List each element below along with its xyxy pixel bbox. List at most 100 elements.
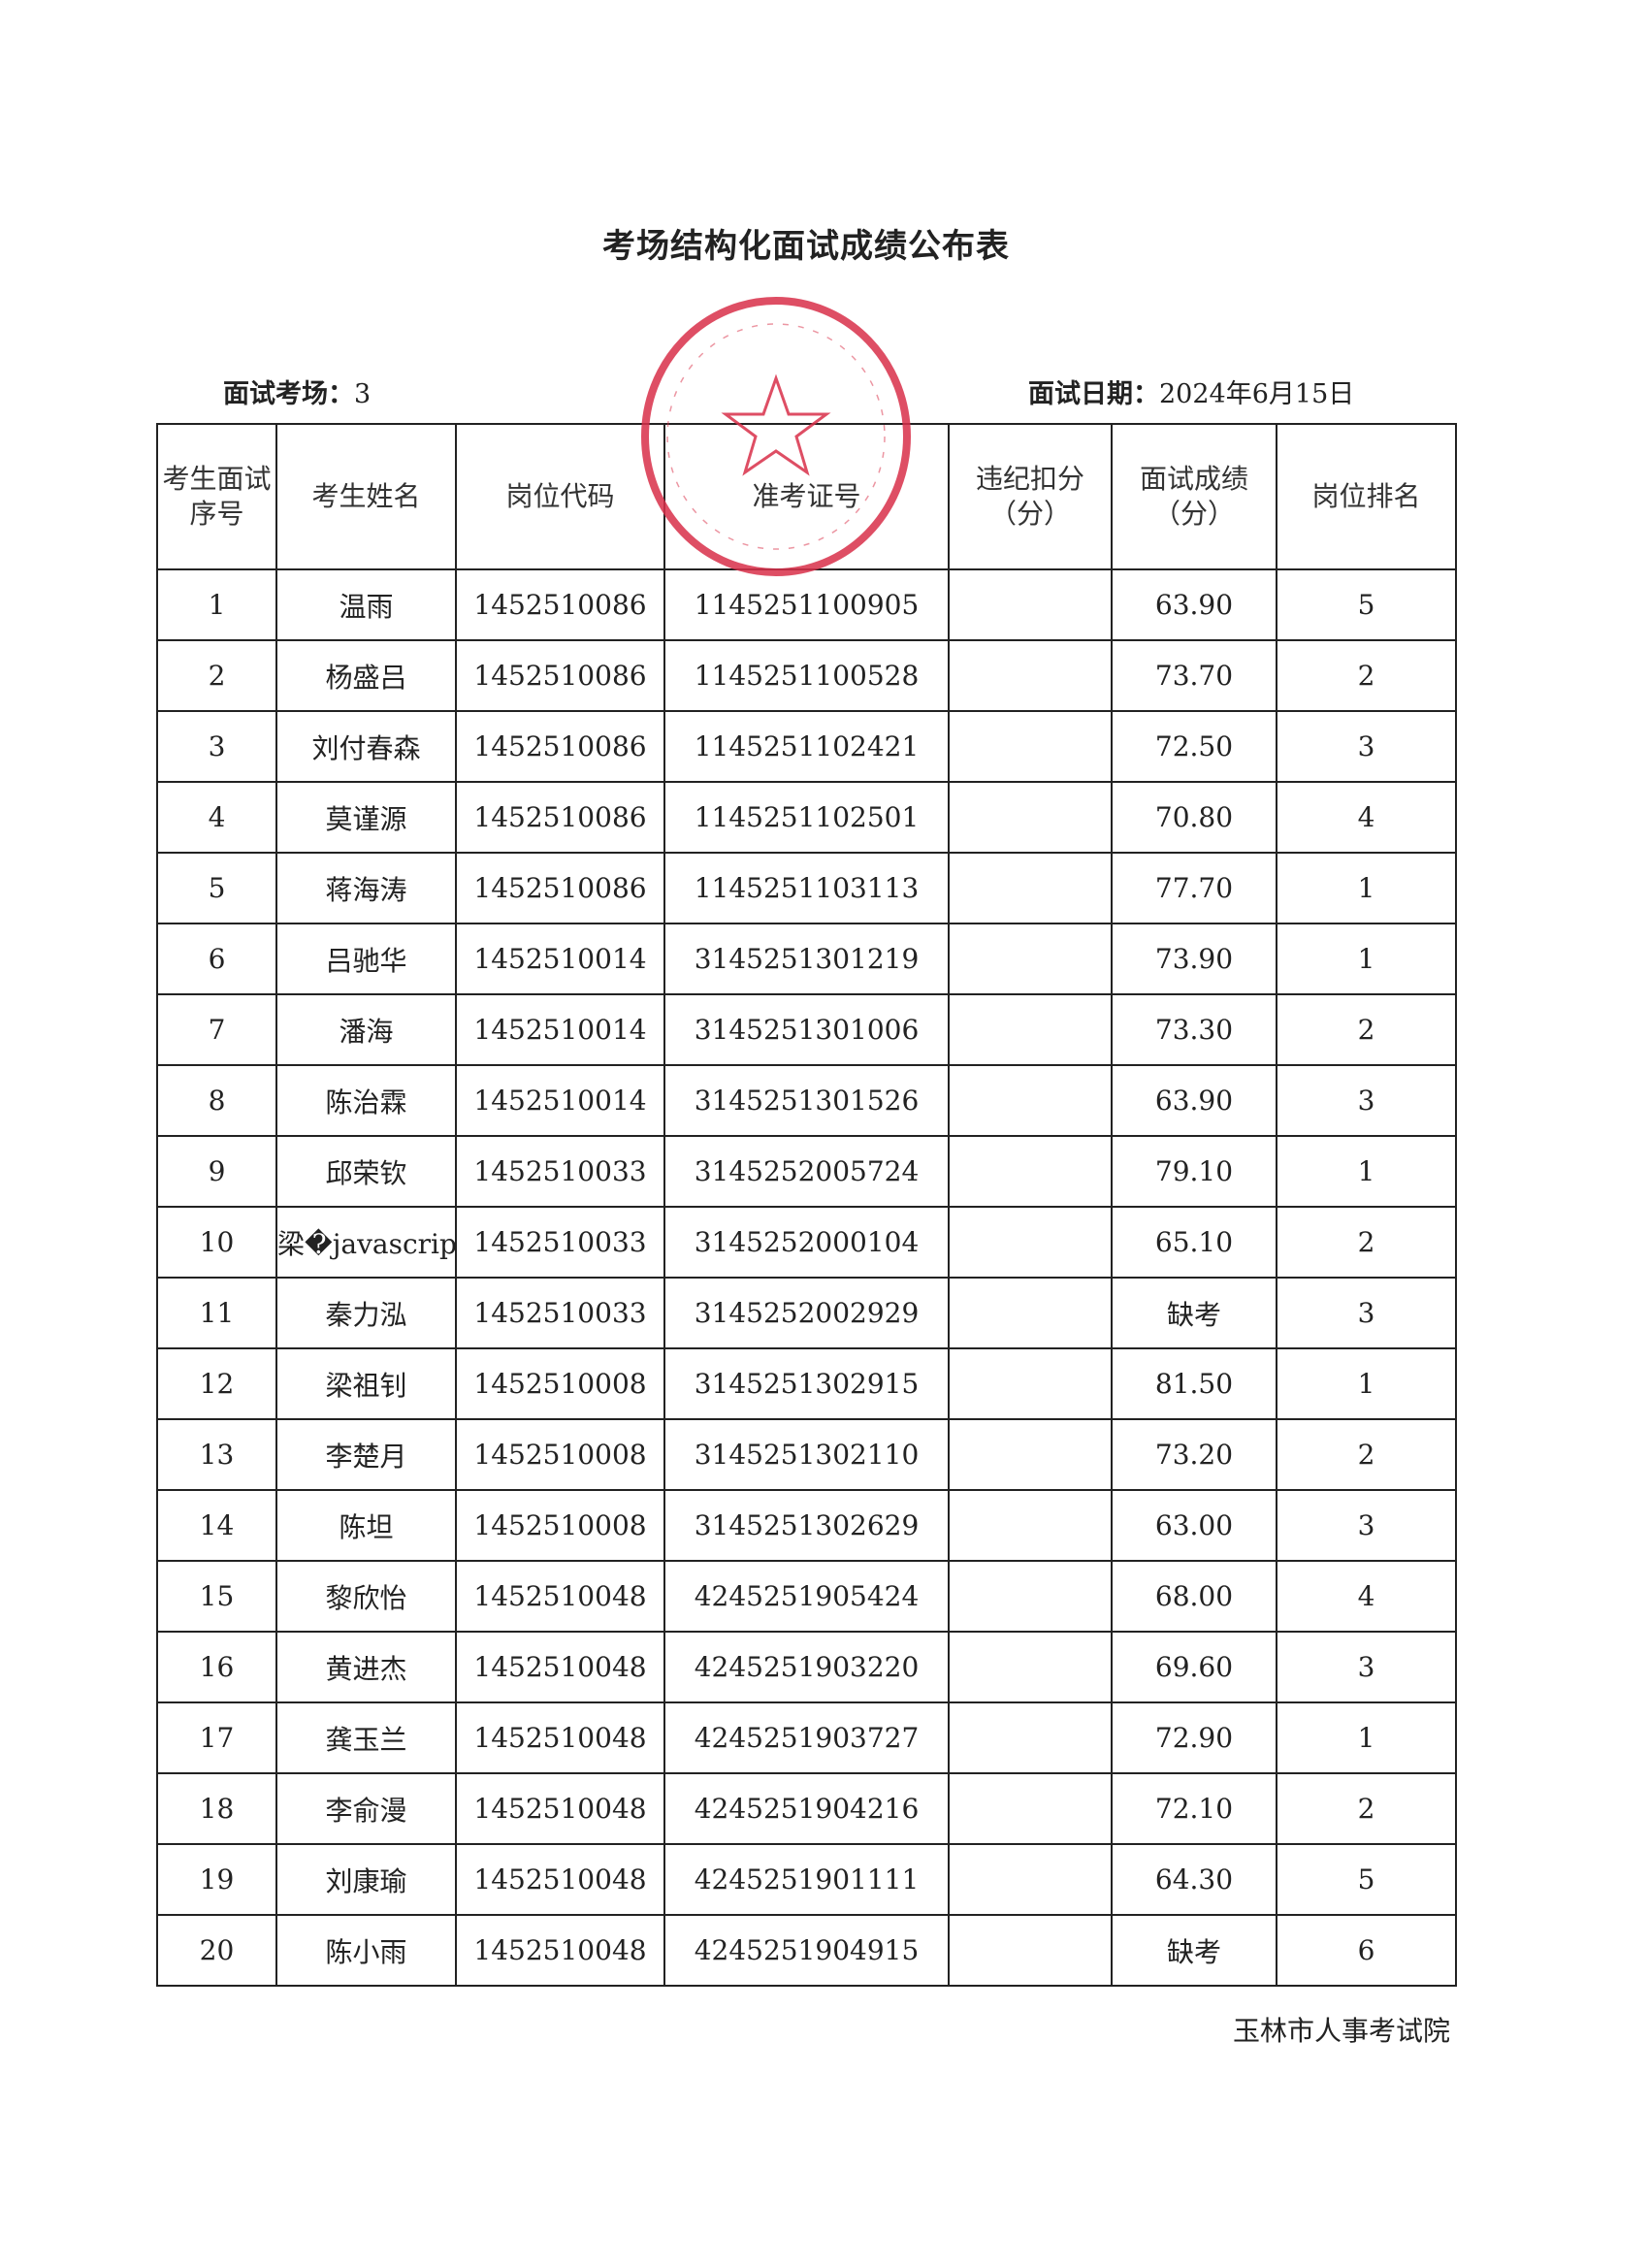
table-row: 10梁�javascript海14525100333145252000104 65… xyxy=(156,1206,1457,1279)
cell-seq: 9 xyxy=(156,1135,277,1208)
cell-score: 73.70 xyxy=(1111,639,1277,712)
cell-position-code: 1452510014 xyxy=(455,923,665,995)
cell-seq: 7 xyxy=(156,993,277,1066)
cell-score: 70.80 xyxy=(1111,781,1277,854)
cell-penalty xyxy=(948,1914,1113,1987)
cell-name: 黎欣怡 xyxy=(275,1560,457,1633)
cell-rank: 3 xyxy=(1276,1064,1457,1137)
cell-position-code: 1452510086 xyxy=(455,710,665,783)
cell-name: 陈坦 xyxy=(275,1489,457,1562)
cell-position-code: 1452510033 xyxy=(455,1277,665,1349)
cell-penalty xyxy=(948,639,1113,712)
cell-position-code: 1452510014 xyxy=(455,993,665,1066)
cell-name: 刘付春森 xyxy=(275,710,457,783)
cell-score: 72.90 xyxy=(1111,1701,1277,1774)
cell-position-code: 1452510048 xyxy=(455,1914,665,1987)
cell-position-code: 1452510048 xyxy=(455,1560,665,1633)
cell-penalty xyxy=(948,1277,1113,1349)
cell-rank: 3 xyxy=(1276,1489,1457,1562)
cell-rank: 1 xyxy=(1276,1701,1457,1774)
cell-ticket-no: 3145252005724 xyxy=(663,1135,950,1208)
table-row: 15 黎欣怡 1452510048 4245251905424 68.00 4 xyxy=(156,1560,1457,1633)
cell-ticket-no: 1145251102421 xyxy=(663,710,950,783)
cell-penalty xyxy=(948,1772,1113,1845)
table-row: 5 蒋海涛 1452510086 1145251103113 77.70 1 xyxy=(156,852,1457,924)
cell-rank: 1 xyxy=(1276,852,1457,924)
cell-score: 72.50 xyxy=(1111,710,1277,783)
cell-seq: 11 xyxy=(156,1277,277,1349)
cell-ticket-no: 4245251901111 xyxy=(663,1843,950,1916)
cell-name: 杨盛吕 xyxy=(275,639,457,712)
cell-penalty xyxy=(948,1560,1113,1633)
cell-score: 72.10 xyxy=(1111,1772,1277,1845)
cell-seq: 10 xyxy=(156,1206,277,1279)
cell-name: 梁�javascript海 xyxy=(275,1206,457,1279)
cell-seq: 20 xyxy=(156,1914,277,1987)
exam-room-value: 3 xyxy=(354,379,372,409)
cell-seq: 18 xyxy=(156,1772,277,1845)
cell-position-code: 1452510008 xyxy=(455,1418,665,1491)
cell-seq: 12 xyxy=(156,1347,277,1420)
cell-ticket-no: 1145251103113 xyxy=(663,852,950,924)
cell-ticket-no: 4245251903727 xyxy=(663,1701,950,1774)
cell-penalty xyxy=(948,923,1113,995)
cell-name: 吕驰华 xyxy=(275,923,457,995)
cell-penalty xyxy=(948,852,1113,924)
header-penalty: 违纪扣分（分） xyxy=(948,423,1113,570)
cell-name: 秦力泓 xyxy=(275,1277,457,1349)
cell-rank: 2 xyxy=(1276,993,1457,1066)
cell-ticket-no: 3145251302629 xyxy=(663,1489,950,1562)
cell-name: 龚玉兰 xyxy=(275,1701,457,1774)
cell-ticket-no: 1145251100905 xyxy=(663,568,950,641)
cell-score: 73.90 xyxy=(1111,923,1277,995)
header-score: 面试成绩（分） xyxy=(1111,423,1277,570)
cell-seq: 13 xyxy=(156,1418,277,1491)
cell-position-code: 1452510086 xyxy=(455,852,665,924)
cell-score: 64.30 xyxy=(1111,1843,1277,1916)
header-ticket-no: 准考证号 xyxy=(663,423,950,570)
cell-penalty xyxy=(948,781,1113,854)
cell-rank: 5 xyxy=(1276,1843,1457,1916)
table-row: 4 莫谨源 1452510086 1145251102501 70.80 4 xyxy=(156,781,1457,854)
cell-score: 缺考 xyxy=(1111,1277,1277,1349)
cell-seq: 2 xyxy=(156,639,277,712)
table-row: 12 梁祖钊 1452510008 3145251302915 81.50 1 xyxy=(156,1347,1457,1420)
cell-ticket-no: 4245251903220 xyxy=(663,1631,950,1703)
cell-position-code: 1452510048 xyxy=(455,1631,665,1703)
cell-ticket-no: 3145252000104 xyxy=(663,1206,950,1279)
cell-name: 梁祖钊 xyxy=(275,1347,457,1420)
header-position-code: 岗位代码 xyxy=(455,423,665,570)
cell-score: 63.90 xyxy=(1111,568,1277,641)
exam-room-label: 面试考场： xyxy=(223,379,354,409)
cell-ticket-no: 4245251904216 xyxy=(663,1772,950,1845)
cell-position-code: 1452510048 xyxy=(455,1701,665,1774)
cell-ticket-no: 1145251100528 xyxy=(663,639,950,712)
cell-penalty xyxy=(948,1064,1113,1137)
cell-ticket-no: 4245251905424 xyxy=(663,1560,950,1633)
exam-date-label: 面试日期： xyxy=(1028,379,1159,409)
cell-rank: 3 xyxy=(1276,1631,1457,1703)
cell-penalty xyxy=(948,1418,1113,1491)
cell-rank: 2 xyxy=(1276,1772,1457,1845)
table-row: 9 邱荣钦 1452510033 3145252005724 79.10 1 xyxy=(156,1135,1457,1208)
issuer: 玉林市人事考试院 xyxy=(1232,2015,1450,2047)
header-rank: 岗位排名 xyxy=(1276,423,1457,570)
cell-seq: 6 xyxy=(156,923,277,995)
cell-penalty xyxy=(948,1701,1113,1774)
cell-score: 79.10 xyxy=(1111,1135,1277,1208)
cell-rank: 5 xyxy=(1276,568,1457,641)
cell-seq: 17 xyxy=(156,1701,277,1774)
cell-position-code: 1452510033 xyxy=(455,1135,665,1208)
cell-penalty xyxy=(948,1843,1113,1916)
cell-position-code: 1452510048 xyxy=(455,1843,665,1916)
cell-rank: 1 xyxy=(1276,1135,1457,1208)
cell-rank: 2 xyxy=(1276,639,1457,712)
cell-rank: 6 xyxy=(1276,1914,1457,1987)
table-row: 2 杨盛吕 1452510086 1145251100528 73.70 2 xyxy=(156,639,1457,712)
table-row: 8 陈治霖 1452510014 3145251301526 63.90 3 xyxy=(156,1064,1457,1137)
cell-score: 63.00 xyxy=(1111,1489,1277,1562)
cell-position-code: 1452510048 xyxy=(455,1772,665,1845)
cell-penalty xyxy=(948,1489,1113,1562)
cell-name: 李楚月 xyxy=(275,1418,457,1491)
cell-score: 63.90 xyxy=(1111,1064,1277,1137)
